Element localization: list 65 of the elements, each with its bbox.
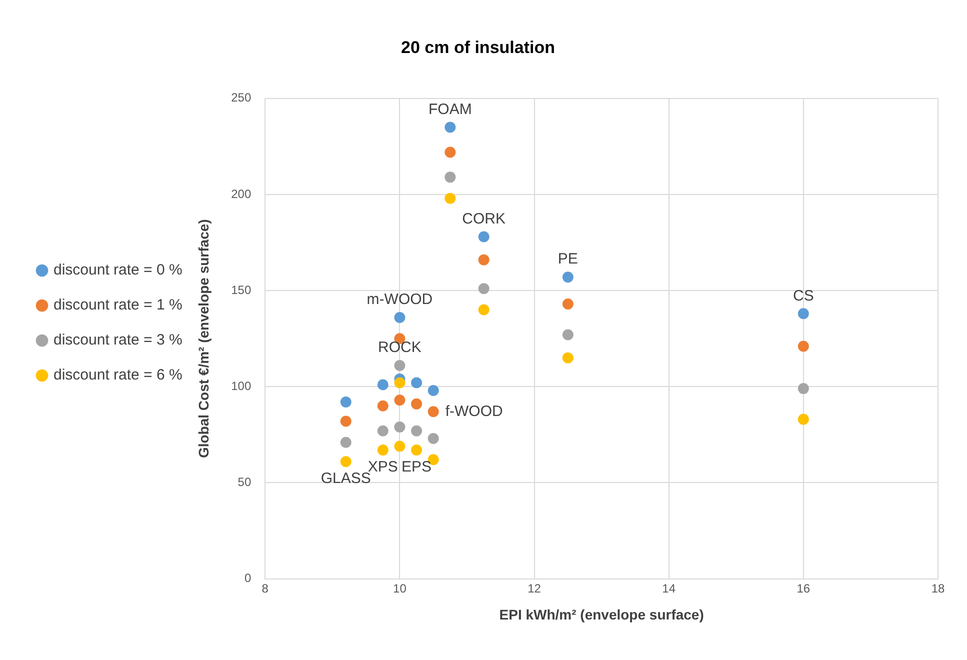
x-axis-title: EPI kWh/m² (envelope surface)	[499, 606, 704, 622]
y-tick-label: 0	[244, 571, 252, 586]
annotation: CS	[793, 287, 814, 304]
point	[798, 383, 809, 394]
point	[340, 456, 352, 468]
point	[377, 379, 388, 390]
point	[411, 425, 422, 436]
y-tick-label: 250	[231, 90, 252, 105]
annotation: CORK	[462, 210, 506, 228]
point	[562, 298, 574, 310]
point	[411, 377, 422, 388]
y-axis-title: Global Cost €/m² (envelope surface)	[196, 219, 212, 458]
point	[798, 414, 809, 425]
point	[562, 352, 574, 364]
point	[798, 340, 809, 352]
point	[478, 231, 490, 242]
point	[444, 192, 456, 204]
x-tick-label: 16	[796, 581, 810, 596]
legend-label: discount rate = 6 %	[54, 366, 182, 384]
point	[428, 406, 439, 418]
x-tick-label: 8	[262, 581, 269, 596]
point	[394, 440, 406, 452]
annotation: EPS	[402, 458, 432, 476]
point	[394, 421, 406, 432]
point	[411, 444, 422, 456]
point	[340, 436, 352, 448]
point	[798, 308, 809, 320]
annotation: m-WOOD	[366, 291, 433, 308]
x-tick-label: 12	[528, 581, 542, 596]
annotation: FOAM	[428, 100, 472, 118]
annotation: PE	[558, 250, 578, 268]
x-tick-label: 18	[931, 581, 945, 596]
point	[478, 304, 490, 316]
chart-title: 20 cm of insulation	[401, 38, 555, 57]
point	[377, 444, 388, 456]
annotation: ROCK	[378, 339, 422, 356]
point	[562, 329, 574, 340]
point	[377, 400, 388, 412]
point	[340, 396, 352, 408]
legend-label: discount rate = 1 %	[54, 296, 182, 314]
point	[394, 394, 406, 406]
annotation: GLASS	[320, 470, 371, 488]
point	[478, 254, 490, 266]
point	[428, 433, 439, 444]
y-tick-label: 50	[238, 475, 252, 490]
y-tick-label: 100	[231, 378, 252, 393]
x-tick-label: 14	[662, 581, 676, 596]
legend-label: discount rate = 3 %	[54, 332, 182, 349]
point	[444, 122, 456, 133]
legend-label: discount rate = 0 %	[54, 262, 182, 279]
y-tick-label: 200	[231, 186, 252, 201]
point	[428, 384, 439, 396]
point	[377, 425, 388, 436]
point	[394, 377, 406, 388]
point	[411, 398, 422, 410]
point	[562, 272, 574, 283]
x-tick-label: 10	[393, 581, 407, 596]
point	[394, 360, 406, 372]
point	[340, 416, 352, 427]
y-tick-label: 150	[231, 282, 252, 297]
annotation: f-WOOD	[445, 402, 504, 420]
point	[444, 146, 456, 158]
point	[394, 312, 406, 323]
point	[444, 172, 456, 183]
point	[478, 283, 490, 294]
